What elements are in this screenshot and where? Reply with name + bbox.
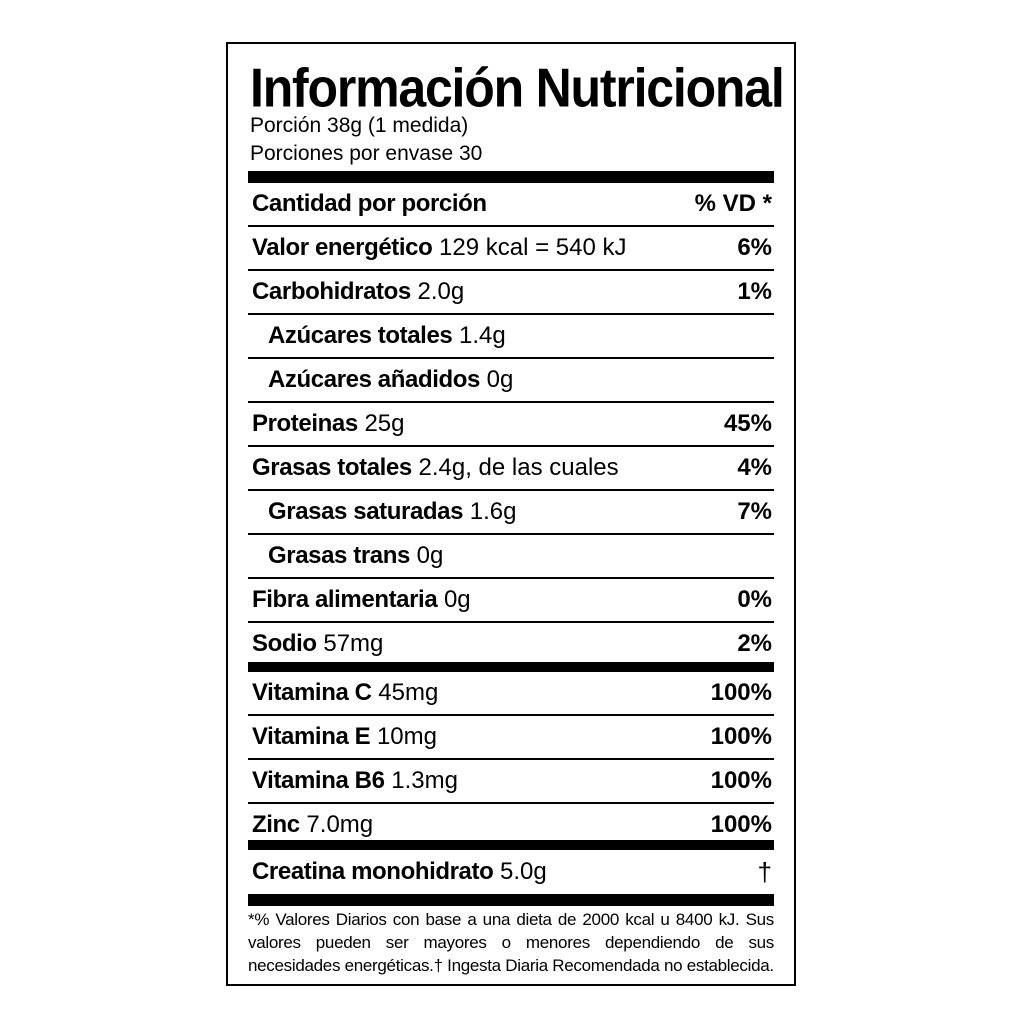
nutrient-dv: 4% [737, 454, 772, 481]
divider [248, 621, 774, 623]
thick-divider [248, 171, 774, 183]
nutrient-row: Valor energético 129 kcal = 540 kJ 6% [248, 227, 774, 269]
nutrient-row: Azúcares añadidos 0g [248, 359, 774, 401]
nutrient-name: Azúcares añadidos [268, 366, 480, 393]
nutrient-row: Grasas trans 0g [248, 535, 774, 577]
nutrient-row: Carbohidratos 2.0g 1% [248, 271, 774, 313]
serving-size: Porción 38g (1 medida) [250, 114, 469, 137]
divider [248, 225, 774, 227]
vitamin-row: Vitamina C 45mg 100% [248, 672, 774, 714]
creatine-row: Creatina monohidrato 5.0g † [248, 850, 774, 894]
nutrient-amount: 2.4g, de las cuales [418, 454, 619, 481]
divider [248, 401, 774, 403]
vitamin-amount: 7.0mg [306, 811, 374, 838]
divider [248, 313, 774, 315]
nutrient-name: Grasas trans [268, 542, 410, 569]
nutrient-amount: 129 kcal = 540 kJ [439, 234, 627, 261]
amount-header-row: Cantidad por porción % VD * [248, 183, 774, 225]
vitamin-name: Vitamina C [252, 679, 372, 706]
creatine-name: Creatina monohidrato [252, 858, 494, 885]
divider [248, 802, 774, 804]
vitamin-dv: 100% [710, 767, 772, 794]
nutrient-name: Grasas saturadas [268, 498, 464, 525]
amount-header: Cantidad por porción [252, 190, 487, 217]
vitamin-name: Zinc [252, 811, 300, 838]
vitamin-row: Zinc 7.0mg 100% [248, 804, 774, 846]
divider [248, 577, 774, 579]
nutrient-amount: 0g [443, 586, 471, 613]
nutrient-row: Sodio 57mg 2% [248, 623, 774, 665]
vitamin-amount: 10mg [376, 723, 437, 750]
nutrient-name: Grasas totales [252, 454, 412, 481]
vitamin-row: Vitamina B6 1.3mg 100% [248, 760, 774, 802]
thick-divider [248, 840, 774, 850]
vitamin-dv: 100% [710, 811, 772, 838]
divider [248, 357, 774, 359]
thick-divider [248, 894, 774, 906]
creatine-amount: 5.0g [500, 858, 547, 885]
divider [248, 758, 774, 760]
divider [248, 714, 774, 716]
nutrient-name: Valor energético [252, 234, 433, 261]
vitamin-name: Vitamina E [252, 723, 371, 750]
thick-divider [248, 662, 774, 672]
nutrient-name: Fibra alimentaria [252, 586, 438, 613]
nutrient-amount: 0g [486, 366, 514, 393]
nutrient-name: Carbohidratos [252, 278, 411, 305]
divider [248, 445, 774, 447]
nutrient-amount: 57mg [323, 630, 384, 657]
nutrient-dv: 6% [737, 234, 772, 261]
label-title: Información Nutricional [250, 57, 785, 119]
nutrient-dv: 0% [737, 586, 772, 613]
nutrient-dv: 7% [737, 498, 772, 525]
nutrient-amount: 25g [364, 410, 405, 437]
vitamin-row: Vitamina E 10mg 100% [248, 716, 774, 758]
vitamin-dv: 100% [710, 723, 772, 750]
nutrient-dv: 45% [723, 410, 772, 437]
nutrient-row: Proteinas 25g 45% [248, 403, 774, 445]
vitamin-name: Vitamina B6 [252, 767, 385, 794]
nutrient-dv: 2% [737, 630, 772, 657]
nutrient-dv: 1% [737, 278, 772, 305]
nutrient-amount: 2.0g [417, 278, 465, 305]
divider [248, 533, 774, 535]
divider [248, 489, 774, 491]
vitamin-dv: 100% [710, 679, 772, 706]
nutrient-name: Proteinas [252, 410, 358, 437]
nutrient-name: Azúcares totales [268, 322, 453, 349]
nutrient-row: Fibra alimentaria 0g 0% [248, 579, 774, 621]
dagger-mark: † [757, 856, 772, 887]
vitamin-amount: 1.3mg [391, 767, 458, 794]
nutrition-facts-label: Información Nutricional Porción 38g (1 m… [226, 42, 796, 986]
nutrient-row: Grasas saturadas 1.6g 7% [248, 491, 774, 533]
footnote: *% Valores Diarios con base a una dieta … [248, 910, 774, 975]
nutrient-row: Grasas totales 2.4g, de las cuales 4% [248, 447, 774, 489]
nutrient-amount: 1.6g [469, 498, 517, 525]
vitamin-amount: 45mg [378, 679, 439, 706]
dv-header: % VD * [694, 190, 772, 217]
servings-per-container: Porciones por envase 30 [250, 142, 483, 165]
nutrient-amount: 1.4g [459, 322, 506, 349]
nutrient-row: Azúcares totales 1.4g [248, 315, 774, 357]
divider [248, 269, 774, 271]
nutrient-amount: 0g [416, 542, 444, 569]
nutrient-name: Sodio [252, 630, 317, 657]
